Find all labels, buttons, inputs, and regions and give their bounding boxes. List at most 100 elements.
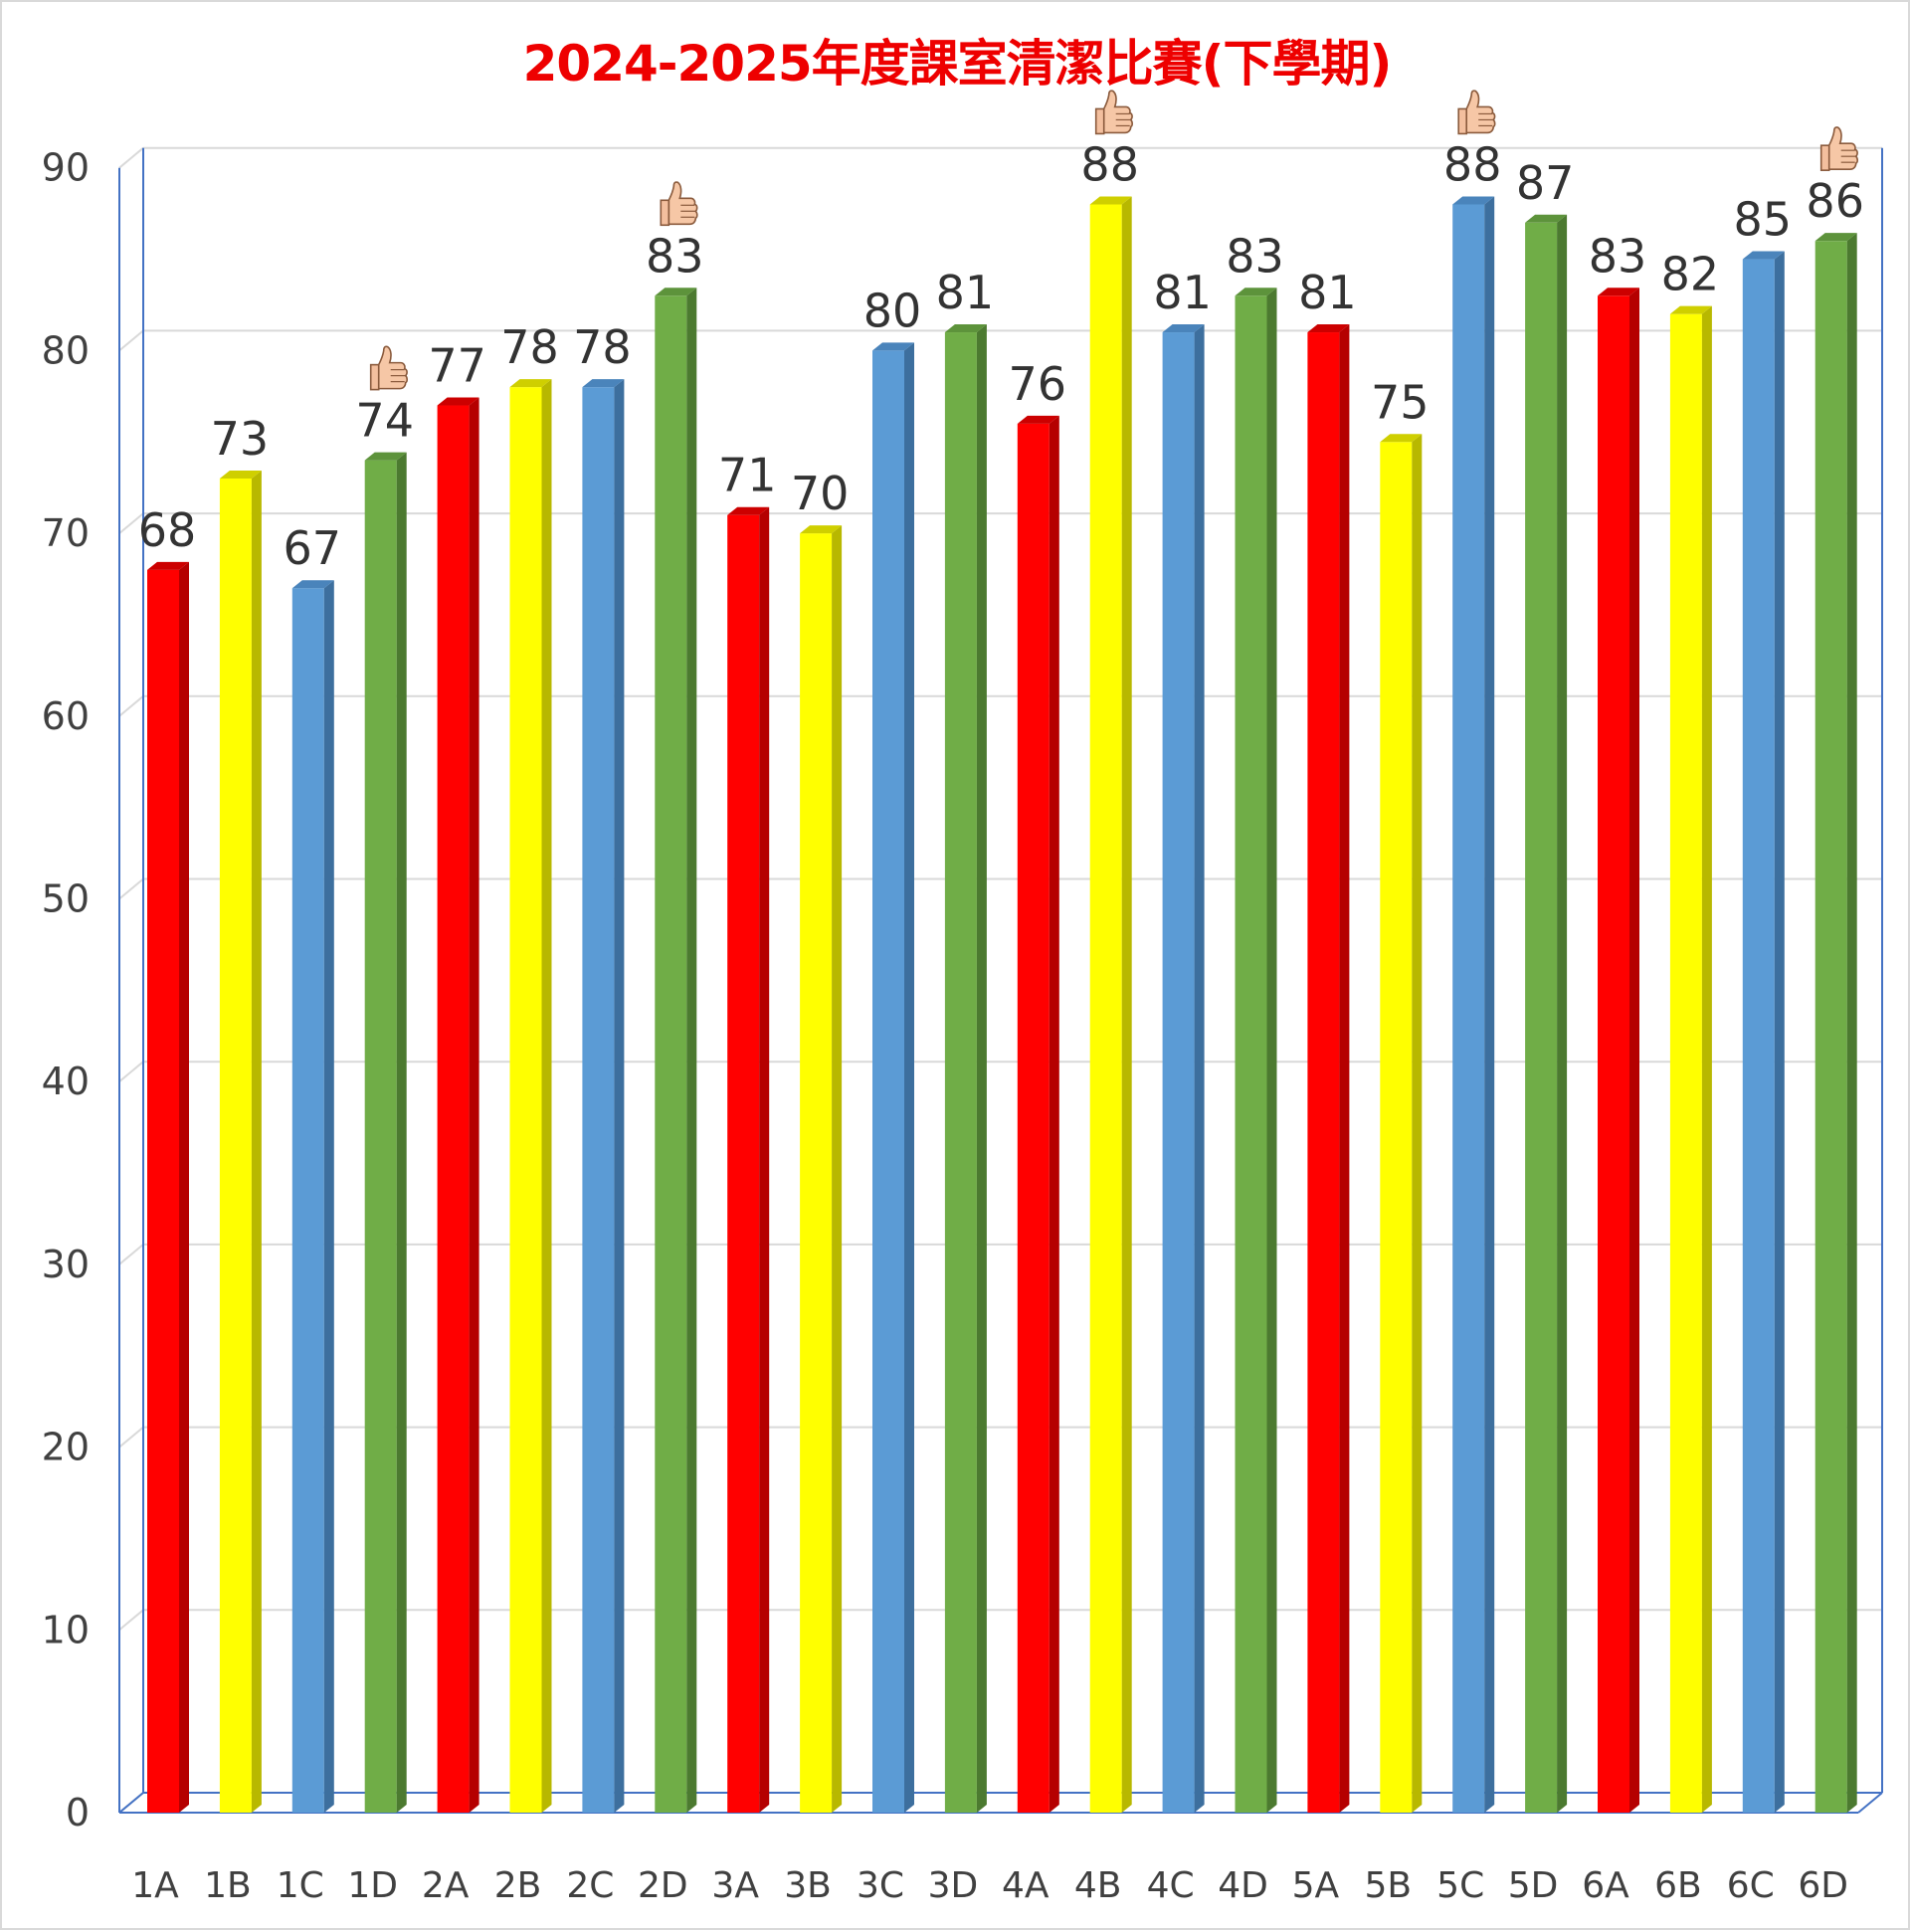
bar-top — [291, 580, 334, 589]
bar-top — [800, 525, 843, 534]
x-tick-label-5B: 5B — [1364, 1865, 1412, 1906]
gridline-side — [118, 1061, 144, 1082]
x-tick-label-6A: 6A — [1582, 1865, 1629, 1906]
y-tick-label: 70 — [42, 511, 90, 555]
bar-side — [614, 379, 625, 1813]
bar-top — [437, 397, 479, 406]
thumbs-up-hand — [377, 345, 408, 390]
gridline-side — [118, 877, 144, 900]
floor-left-edge — [118, 1792, 144, 1814]
bar-6D — [1814, 233, 1857, 1814]
bar-top — [1814, 233, 1857, 242]
bar-5B — [1380, 434, 1423, 1813]
bar-6B — [1669, 305, 1712, 1813]
bar-top — [1089, 196, 1132, 205]
bar-side — [976, 324, 987, 1813]
bar-4A — [1017, 415, 1059, 1813]
x-tick-label-1C: 1C — [277, 1865, 324, 1906]
bar-side — [1846, 233, 1857, 1814]
chart-title: 2024-2025年度課室清潔比賽(下學期) — [522, 35, 1393, 93]
bar-front — [944, 332, 977, 1813]
thumbs-up-hand — [1102, 90, 1133, 134]
x-tick-label-5D: 5D — [1508, 1865, 1559, 1906]
bar-5A — [1307, 324, 1350, 1813]
y-tick-label: 90 — [42, 146, 90, 190]
thumbs-up-cuff — [1094, 107, 1105, 135]
x-tick-label-2B: 2B — [494, 1865, 542, 1906]
x-axis: 1A 1B 1C 1D 2A 2B 2C 2D 3A 3B 3C 3D 4A 4B 4C 4D 5A 5B 5C 5D… — [131, 1865, 1848, 1906]
gridline-side — [118, 329, 144, 352]
x-tick-label-2A: 2A — [422, 1865, 470, 1906]
bar-top — [655, 288, 697, 296]
bar-5C — [1452, 196, 1495, 1814]
bar-3D — [944, 324, 987, 1813]
bar-side — [469, 397, 479, 1813]
data-label-4D: 83 — [1226, 229, 1284, 283]
data-label-1D: 74 — [355, 394, 414, 448]
bar-side — [1629, 288, 1639, 1813]
bar-front — [1089, 204, 1122, 1814]
bar-front — [1162, 332, 1195, 1813]
x-tick-label-6D: 6D — [1798, 1865, 1848, 1906]
bar-2A — [437, 397, 479, 1813]
gridline-side — [118, 1426, 144, 1449]
data-label-2C: 78 — [573, 320, 632, 374]
bar-top — [1598, 288, 1639, 296]
bar-top — [1525, 214, 1568, 223]
bar-side — [1412, 434, 1423, 1813]
bar-3B — [800, 525, 843, 1813]
data-label-2A: 77 — [428, 339, 486, 393]
bar-front — [1669, 313, 1702, 1813]
bar-top — [727, 506, 770, 515]
x-tick-label-4D: 4D — [1218, 1865, 1268, 1906]
x-tick-label-4A: 4A — [1002, 1865, 1050, 1906]
x-tick-label-1A: 1A — [131, 1865, 179, 1906]
y-tick-label: 0 — [66, 1791, 90, 1835]
bar-top — [219, 470, 262, 479]
bar-front — [1742, 259, 1775, 1813]
bar-side — [1266, 288, 1277, 1813]
bar-1A — [147, 561, 189, 1813]
bar-front — [1307, 332, 1340, 1813]
bar-side — [179, 561, 189, 1813]
bar-front — [509, 387, 542, 1813]
bar-side — [1049, 415, 1059, 1813]
gridline-side — [118, 1609, 144, 1632]
data-label-6A: 83 — [1589, 229, 1647, 283]
bar-front — [582, 387, 615, 1813]
bar-front — [1017, 423, 1050, 1813]
data-label-5A: 81 — [1298, 266, 1357, 319]
data-label-5B: 75 — [1371, 375, 1430, 429]
x-tick-label-2C: 2C — [566, 1865, 614, 1906]
data-label-1A: 68 — [138, 503, 197, 557]
y-tick-label: 50 — [42, 877, 90, 921]
bar-4C — [1162, 324, 1205, 1813]
thumbs-up-hand — [1827, 126, 1858, 170]
x-tick-label-3D: 3D — [928, 1865, 979, 1906]
bar-side — [759, 506, 770, 1814]
data-label-3C: 80 — [863, 284, 922, 337]
bar-2C — [582, 379, 625, 1813]
thumbs-up-icon — [1094, 90, 1133, 135]
bar-side — [541, 379, 552, 1813]
bar-side — [686, 288, 697, 1813]
x-tick-label-5A: 5A — [1292, 1865, 1340, 1906]
grid-lines — [118, 146, 1882, 1814]
bar-1B — [219, 470, 262, 1813]
y-tick-label: 40 — [42, 1060, 90, 1103]
thumbs-up-hand — [668, 181, 698, 226]
plot-walls — [118, 147, 1883, 1814]
thumbs-up-cuff — [660, 199, 670, 227]
bar-front — [291, 588, 324, 1814]
y-tick-label: 60 — [42, 694, 90, 738]
bar-top — [147, 561, 189, 570]
thumbs-up-cuff — [1457, 107, 1467, 135]
x-tick-label-4C: 4C — [1147, 1865, 1195, 1906]
bar-front — [800, 533, 833, 1813]
bar-front — [437, 405, 470, 1813]
gridline-side — [118, 1244, 144, 1265]
bar-front — [219, 478, 252, 1813]
bar-front — [147, 569, 179, 1813]
bar-front — [1452, 204, 1485, 1814]
data-label-2B: 78 — [500, 320, 559, 374]
